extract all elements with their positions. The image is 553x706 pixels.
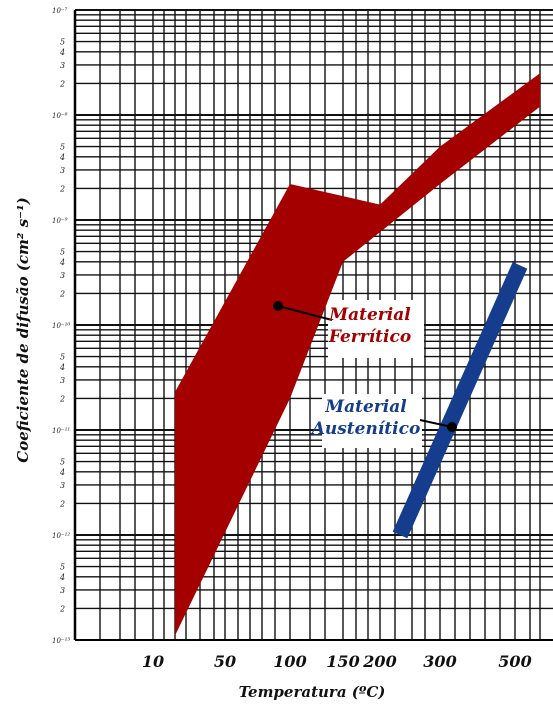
y-tick-label: 2 <box>59 499 65 508</box>
y-tick-label: 2 <box>59 184 65 193</box>
y-tick-label: 4 <box>59 468 65 477</box>
annotation-leader <box>277 305 333 321</box>
y-tick-label: 4 <box>59 153 65 162</box>
y-tick-label: 3 <box>60 271 65 280</box>
y-tick-label: 10⁻¹¹ <box>52 427 70 435</box>
y-tick-label: 3 <box>60 376 65 385</box>
x-tick-label: 150 <box>326 652 359 671</box>
annotation-leader <box>419 419 453 428</box>
y-tick-label: 10⁻¹² <box>52 532 70 540</box>
y-tick-label: 4 <box>59 573 65 582</box>
y-tick-label: 5 <box>60 248 65 257</box>
y-tick-label: 2 <box>59 394 65 403</box>
y-tick-label: 5 <box>60 143 65 152</box>
y-tick-label: 5 <box>60 353 65 362</box>
annotation-label: Material <box>324 397 407 417</box>
y-tick-label: 3 <box>60 481 65 490</box>
data-bands <box>175 73 540 636</box>
annotation-box <box>328 300 424 358</box>
y-tick-label: 4 <box>59 363 65 372</box>
x-tick-label: 100 <box>273 652 306 671</box>
y-tick-label: 10⁻¹⁰ <box>52 322 70 330</box>
x-tick-label: 300 <box>423 652 456 671</box>
x-axis-label: Temperatura (ºC) <box>239 683 386 701</box>
annotation-dot <box>273 301 283 311</box>
y-tick-label: 3 <box>60 166 65 175</box>
y-tick-label: 3 <box>60 586 65 595</box>
annotation-dot <box>447 422 457 432</box>
annotation-label: Austenítico <box>310 419 421 439</box>
y-tick-label: 4 <box>59 48 65 57</box>
y-tick-label: 5 <box>60 563 65 572</box>
x-tick-label: 200 <box>362 652 396 671</box>
y-tick-label: 5 <box>60 38 65 47</box>
y-tick-label: 4 <box>59 258 65 267</box>
y-tick-label: 2 <box>59 79 65 88</box>
annotation-label: Material <box>328 305 411 325</box>
y-tick-label: 5 <box>60 458 65 467</box>
ferritic-band <box>175 73 540 636</box>
annotation-label: Ferrítico <box>328 327 411 347</box>
y-tick-label: 3 <box>60 61 65 70</box>
y-tick-label: 10⁻⁷ <box>52 7 68 15</box>
x-tick-label: 10 <box>142 652 164 671</box>
y-tick-label: 2 <box>59 289 65 298</box>
y-tick-label: 10⁻⁸ <box>52 112 68 120</box>
annotation-box <box>322 394 422 448</box>
y-tick-label: 10⁻⁹ <box>52 217 68 225</box>
austenitic-band <box>392 262 528 539</box>
y-tick-label: 10⁻¹³ <box>52 637 70 645</box>
x-tick-label: 50 <box>214 652 236 671</box>
axes <box>73 10 553 641</box>
tick-labels: 10⁻⁷10⁻⁸10⁻⁹10⁻¹⁰10⁻¹¹10⁻¹²10⁻¹³54325432… <box>52 7 532 671</box>
x-tick-label: 500 <box>498 652 531 671</box>
y-tick-label: 2 <box>59 604 65 613</box>
y-axis-label: Coeficiente de difusão (cm² s⁻¹) <box>14 197 32 462</box>
